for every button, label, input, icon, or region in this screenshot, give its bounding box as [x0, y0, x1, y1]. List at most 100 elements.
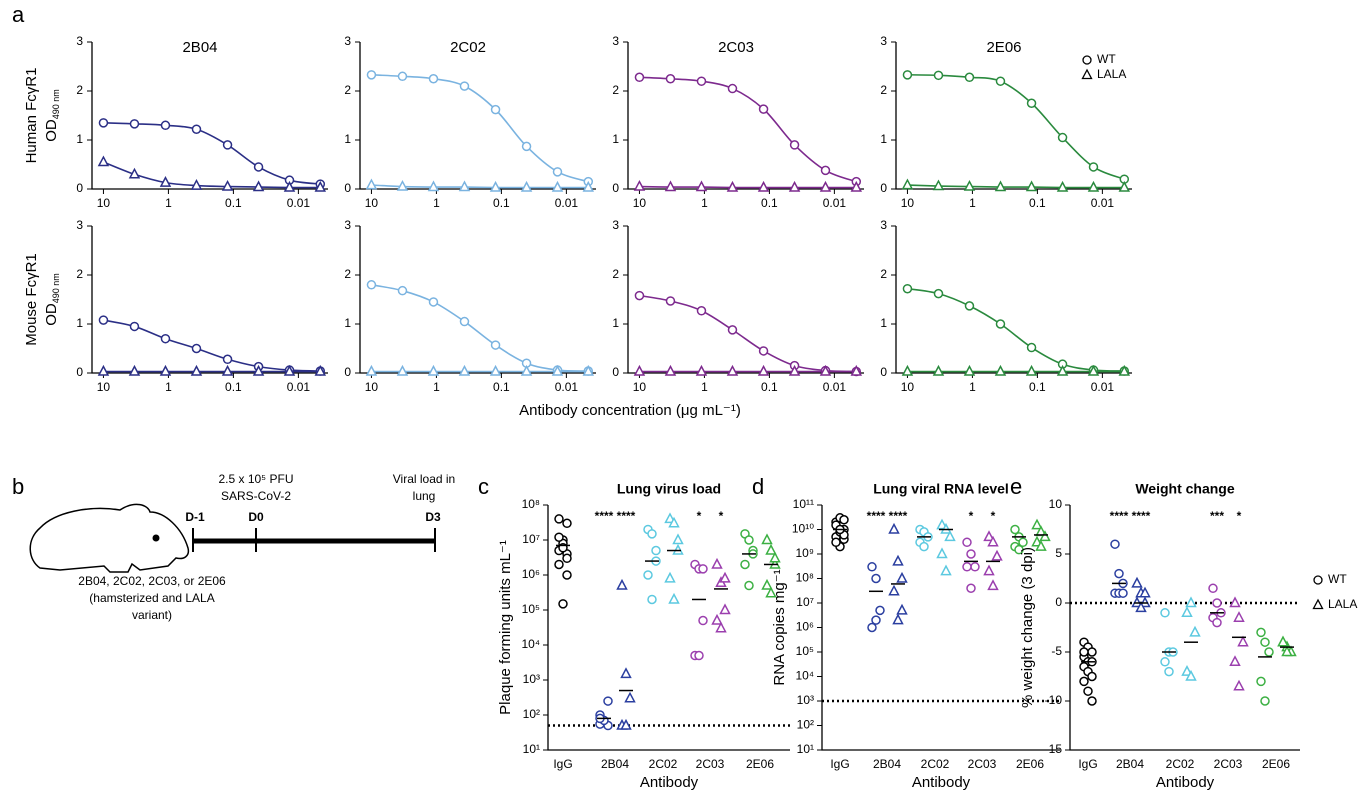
- triangle-marker: [695, 180, 708, 192]
- circle-marker: [831, 537, 841, 548]
- panel-label: e: [1010, 474, 1022, 499]
- triangle-marker: [994, 364, 1007, 376]
- circle-marker: [933, 288, 944, 299]
- y-axis-label-main: OD: [43, 303, 60, 326]
- x-axis-label: Antibody: [640, 774, 699, 791]
- triangle-marker: [987, 579, 999, 591]
- triangle-marker: [888, 522, 900, 534]
- x-tick-label: 0.1: [225, 196, 242, 210]
- chart-title: Lung virus load: [617, 481, 721, 497]
- x-tick-label: IgG: [553, 757, 572, 771]
- circle-marker: [1264, 647, 1274, 657]
- triangle-marker: [888, 584, 900, 596]
- significance: *: [697, 509, 702, 523]
- x-tick-label: 2B04: [873, 757, 901, 771]
- chart-title: 2C02: [450, 39, 486, 56]
- treatment-text: variant): [132, 608, 172, 622]
- x-tick-label: 2C02: [921, 757, 950, 771]
- triangle-marker: [901, 178, 914, 190]
- y-tick-label: 3: [344, 218, 351, 232]
- y-tick-label: 3: [76, 34, 83, 48]
- circle-marker: [253, 162, 264, 172]
- circle-marker: [789, 140, 800, 150]
- chart-title: 2E06: [986, 39, 1021, 56]
- y-tick-label: 2: [344, 83, 351, 97]
- y-tick-label: 0: [76, 181, 83, 195]
- circle-marker: [129, 321, 140, 332]
- x-tick-label: 0.01: [823, 380, 847, 394]
- triangle-marker: [761, 578, 773, 590]
- series-line: [371, 284, 589, 372]
- circle-marker: [634, 72, 645, 83]
- dose-text: SARS-CoV-2: [221, 489, 291, 503]
- circle-marker: [160, 333, 171, 344]
- circle-marker: [694, 650, 704, 661]
- y-tick-label: 0: [612, 181, 619, 195]
- x-tick-label: 0.1: [761, 380, 778, 394]
- triangle-marker: [1233, 611, 1245, 622]
- circle-marker: [603, 696, 613, 706]
- circle-marker: [970, 562, 980, 572]
- legend-marker: [1312, 598, 1324, 610]
- triangle-marker: [1025, 180, 1038, 192]
- triangle-marker: [963, 179, 976, 191]
- y-axis-label-sub: 490 nm: [51, 273, 61, 303]
- circle-marker: [647, 529, 657, 539]
- triangle-marker: [283, 364, 296, 376]
- y-tick-label: 0: [344, 181, 351, 195]
- circle-marker: [1026, 98, 1037, 108]
- triangle-marker: [221, 179, 234, 191]
- triangle-marker: [458, 180, 471, 192]
- triangle-marker: [427, 180, 440, 192]
- triangle-marker: [128, 364, 141, 376]
- readout-text: Viral load in: [393, 472, 455, 486]
- triangle-marker: [1229, 596, 1241, 608]
- circle-marker: [1010, 524, 1020, 535]
- circle-marker: [1208, 583, 1218, 594]
- circle-marker: [1260, 696, 1270, 706]
- x-tick-label: 1: [433, 380, 440, 394]
- circle-marker: [696, 306, 707, 316]
- circle-marker: [1160, 608, 1170, 618]
- circle-marker: [1256, 676, 1266, 687]
- y-axis-label: OD490 nm: [43, 273, 61, 326]
- y-tick-label: 3: [344, 34, 351, 48]
- axis: [359, 226, 596, 374]
- triangle-marker: [396, 364, 409, 376]
- circle-marker: [643, 570, 653, 580]
- triangle-marker: [427, 364, 440, 376]
- y-tick-label: 1: [612, 132, 619, 146]
- circle-marker: [366, 70, 377, 80]
- x-tick-label: 1: [969, 380, 976, 394]
- y-tick-label: 10⁴: [795, 669, 814, 683]
- y-tick-label: 0: [76, 365, 83, 379]
- triangle-marker: [520, 180, 533, 192]
- triangle-marker: [633, 179, 646, 191]
- triangle-marker: [1056, 364, 1069, 376]
- triangle-marker: [719, 603, 731, 615]
- triangle-marker: [963, 364, 976, 376]
- triangle-marker: [664, 571, 676, 583]
- circle-marker: [964, 72, 975, 83]
- circle-marker: [554, 559, 564, 570]
- circle-marker: [966, 549, 976, 559]
- y-tick-label: 3: [76, 218, 83, 232]
- triangle-marker: [711, 613, 723, 625]
- y-tick-label: 10⁶: [522, 567, 540, 581]
- y-tick-label: 10⁸: [522, 497, 540, 511]
- circle-marker: [1114, 568, 1124, 579]
- triangle-marker: [1135, 601, 1147, 613]
- y-tick-label: 10¹: [797, 742, 814, 756]
- x-tick-label: 0.01: [287, 380, 311, 394]
- significance: ****: [1132, 509, 1151, 523]
- circle-marker: [554, 532, 564, 542]
- triangle-marker: [819, 180, 832, 192]
- y-tick-label: 2: [344, 267, 351, 281]
- triangle-marker: [1118, 364, 1131, 376]
- circle-marker: [1014, 544, 1024, 555]
- panel-label: b: [12, 474, 24, 499]
- triangle-marker: [932, 179, 945, 191]
- triangle-marker: [365, 364, 378, 376]
- x-axis-label: Antibody: [912, 774, 971, 791]
- y-tick-label: 10²: [797, 718, 814, 732]
